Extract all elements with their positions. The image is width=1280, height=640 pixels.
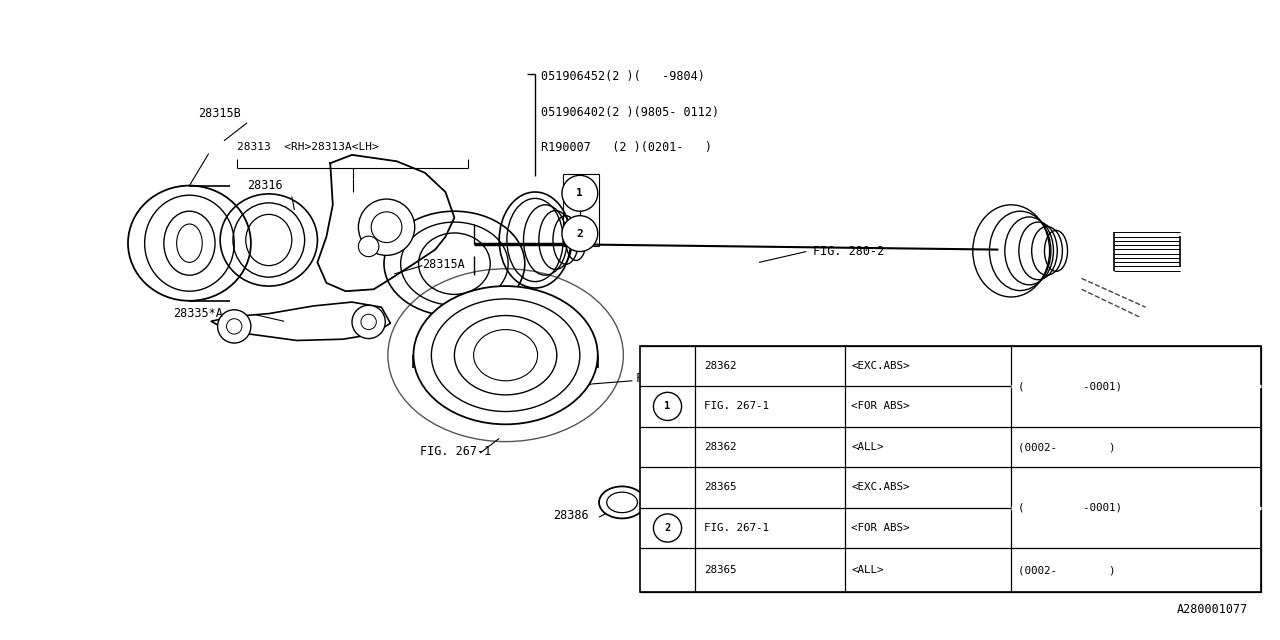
Text: FIG. 267-1: FIG. 267-1 [420,445,492,458]
Circle shape [562,216,598,252]
Text: 2: 2 [664,523,671,533]
Text: 2: 2 [576,228,584,239]
Text: 28365: 28365 [704,565,736,575]
Text: FIG. 267-1: FIG. 267-1 [704,523,769,533]
Text: (         -0001): ( -0001) [1018,381,1121,391]
Circle shape [654,392,682,420]
Text: 051906452(2 )(   -9804): 051906452(2 )( -9804) [541,70,705,83]
Ellipse shape [413,286,598,424]
Text: 28362: 28362 [704,442,736,452]
Text: 051906402(2 )(9805- 0112): 051906402(2 )(9805- 0112) [541,106,719,118]
Ellipse shape [599,486,645,518]
Circle shape [352,305,385,339]
Text: 28362: 28362 [704,361,736,371]
Text: <ALL>: <ALL> [851,442,883,452]
Circle shape [218,310,251,343]
Text: FIG. 267-1: FIG. 267-1 [636,372,708,385]
Text: 28335*A: 28335*A [173,307,223,320]
Text: FIG. 267-1: FIG. 267-1 [704,401,769,412]
Text: <FOR ABS>: <FOR ABS> [851,523,910,533]
Text: (0002-        ): (0002- ) [1018,565,1115,575]
Polygon shape [211,302,390,340]
Text: (         -0001): ( -0001) [1018,503,1121,513]
Text: <ALL>: <ALL> [851,565,883,575]
Text: 28315B: 28315B [198,108,241,120]
Text: 1: 1 [664,401,671,412]
Text: FIG. 280-2: FIG. 280-2 [813,245,884,258]
Text: <EXC.ABS>: <EXC.ABS> [851,483,910,492]
Text: R190007   (2 )(0201-   ): R190007 (2 )(0201- ) [541,141,713,154]
Circle shape [562,175,598,211]
Text: 28365: 28365 [704,483,736,492]
Text: 1: 1 [576,188,584,198]
Text: <EXC.ABS>: <EXC.ABS> [851,361,910,371]
Bar [640,346,1261,592]
Text: 28315A: 28315A [422,258,465,271]
Polygon shape [317,155,454,291]
Text: <FOR ABS>: <FOR ABS> [851,401,910,412]
Text: A280001077: A280001077 [1176,603,1248,616]
Text: 28386: 28386 [553,509,589,522]
Circle shape [358,199,415,255]
Circle shape [654,514,682,542]
Text: (0002-        ): (0002- ) [1018,442,1115,452]
Circle shape [358,236,379,257]
Text: 28316: 28316 [247,179,283,192]
Text: 28313  <RH>28313A<LH>: 28313 <RH>28313A<LH> [237,142,379,152]
